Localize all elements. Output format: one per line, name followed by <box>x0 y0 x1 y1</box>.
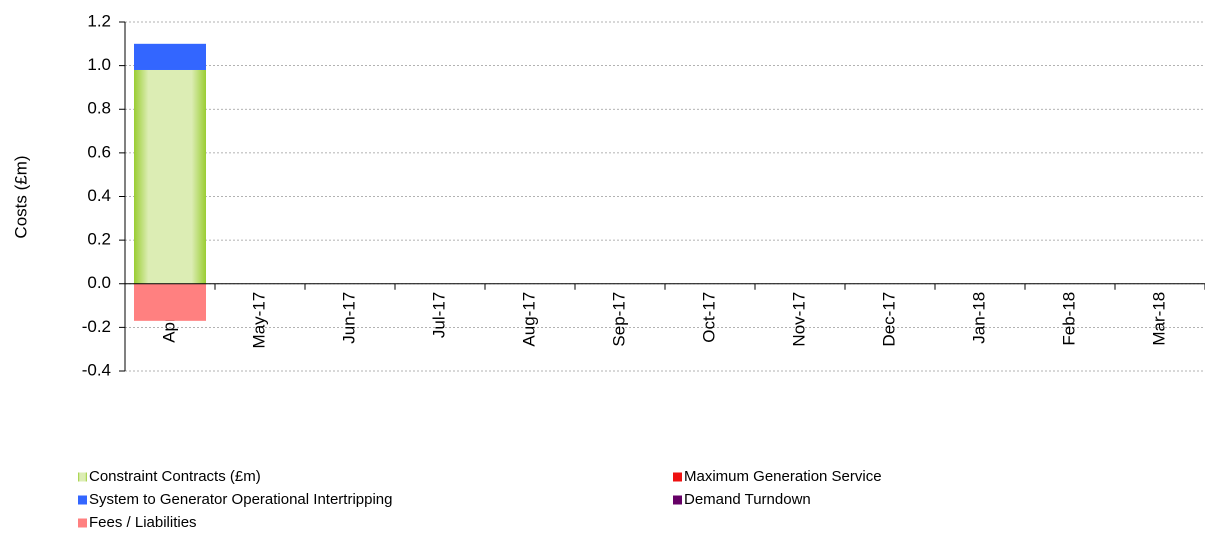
y-tick-label: 1.0 <box>87 55 111 74</box>
x-tick-label: Oct-17 <box>699 292 718 343</box>
x-tick-label: Dec-17 <box>879 292 898 347</box>
x-tick-label: Feb-18 <box>1059 292 1078 346</box>
y-tick-label: 0.6 <box>87 142 111 161</box>
legend-swatch <box>78 472 87 482</box>
x-tick-label: Nov-17 <box>789 292 808 347</box>
x-tick-label: Sep-17 <box>609 292 628 347</box>
legend-swatch <box>673 495 682 505</box>
bar <box>134 43 206 70</box>
legend-label: Demand Turndown <box>684 491 811 508</box>
x-tick-label: Aug-17 <box>519 292 538 347</box>
x-tick-label: May-17 <box>249 292 268 349</box>
legend-swatch <box>78 518 87 528</box>
bar <box>134 69 206 284</box>
y-tick-label: 0.0 <box>87 273 111 292</box>
x-tick-label: Mar-18 <box>1149 292 1168 346</box>
y-tick-label: -0.2 <box>82 317 111 336</box>
y-tick-label: 0.8 <box>87 99 111 118</box>
x-tick-label: Jun-17 <box>339 292 358 344</box>
x-tick-label: Jan-18 <box>969 292 988 344</box>
x-tick-label: Jul-17 <box>429 292 448 338</box>
legend-swatch <box>673 472 682 482</box>
legend-label: Fees / Liabilities <box>89 514 197 531</box>
y-axis-title: Costs (£m) <box>11 155 30 238</box>
y-tick-label: 0.2 <box>87 230 111 249</box>
y-tick-label: -0.4 <box>82 360 111 379</box>
legend-label: Maximum Generation Service <box>684 468 882 485</box>
legend-label: System to Generator Operational Intertri… <box>89 491 393 508</box>
legend-swatch <box>78 495 87 505</box>
y-tick-label: 1.2 <box>87 11 111 30</box>
legend-label: Constraint Contracts (£m) <box>89 468 261 485</box>
bar <box>134 283 206 321</box>
y-tick-label: 0.4 <box>87 186 111 205</box>
